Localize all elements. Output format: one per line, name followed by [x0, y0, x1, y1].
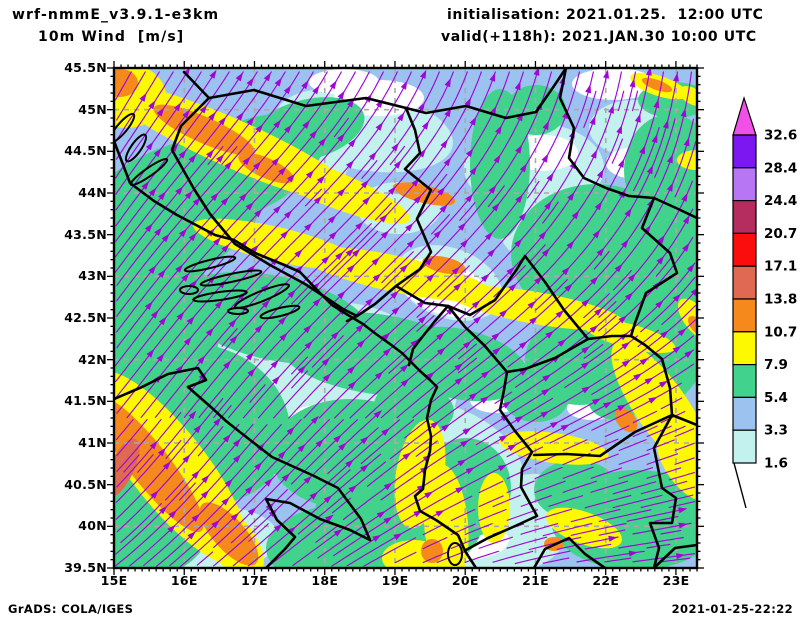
legend-level-1.6: 1.6 [764, 456, 788, 472]
island-outline [227, 307, 249, 315]
init-time-label: initialisation: 2021.01.25. 12:00 UTC [447, 7, 764, 23]
legend-level-28.4: 28.4 [764, 160, 797, 176]
legend-segment-1 [732, 167, 757, 202]
lat-label-40N: 40N [78, 518, 107, 534]
island-outline [124, 133, 148, 163]
legend-segment-8 [732, 396, 757, 431]
lat-label-40.5N: 40.5N [64, 476, 107, 492]
lon-label-15E: 15E [100, 573, 128, 588]
legend-level-10.7: 10.7 [764, 324, 797, 340]
legend-level-5.4: 5.4 [764, 390, 788, 406]
lon-label-16E: 16E [170, 573, 198, 588]
island-outline [183, 255, 237, 273]
lat-label-43N: 43N [78, 268, 107, 284]
lat-label-45.5N: 45.5N [64, 60, 107, 75]
lon-label-22E: 22E [592, 573, 620, 588]
island-outline [129, 157, 169, 187]
axis-ticks [107, 61, 704, 575]
legend-level-7.9: 7.9 [764, 357, 788, 373]
legend-level-13.8: 13.8 [764, 292, 797, 308]
lat-label-44.5N: 44.5N [64, 143, 107, 159]
island-outline [447, 542, 463, 566]
lat-label-42.5N: 42.5N [64, 310, 107, 325]
model-title: wrf-nmmE_v3.9.1-e3km [12, 7, 220, 23]
island-outline [114, 112, 136, 144]
legend-segment-5 [732, 298, 757, 333]
lat-label-41.5N: 41.5N [64, 393, 107, 409]
lon-label-21E: 21E [522, 573, 549, 588]
lon-label-23E: 23E [662, 573, 690, 588]
creation-timestamp: 2021-01-25-22:22 [671, 602, 793, 616]
valid-time-label: valid(+118h): 2021.JAN.30 10:00 UTC [441, 29, 757, 45]
lat-label-39.5N: 39.5N [64, 560, 107, 575]
lon-label-18E: 18E [311, 573, 339, 588]
lat-label-45N: 45N [78, 101, 107, 117]
legend-segment-0 [732, 134, 757, 169]
island-outline [192, 289, 248, 303]
field-title: 10m Wind [m/s] [38, 29, 185, 45]
speed-legend: 32.6 28.4 24.4 20.7 17.1 13.8 10.7 7.9 5.4 3.3 1.6 [732, 95, 797, 509]
legend-level-20.7: 20.7 [764, 226, 797, 242]
grads-credit: GrADS: COLA/IGES [8, 602, 134, 616]
legend-segment-3 [732, 232, 757, 267]
legend-segment-4 [732, 265, 757, 300]
legend-level-3.3: 3.3 [764, 423, 788, 439]
legend-segment-7 [732, 364, 757, 399]
legend-tail [733, 462, 747, 509]
legend-segment-2 [732, 199, 757, 234]
lon-label-20E: 20E [451, 573, 479, 588]
lon-label-19E: 19E [381, 573, 409, 588]
legend-level-24.4: 24.4 [764, 193, 797, 209]
legend-segment-9 [732, 429, 757, 464]
island-outline [234, 283, 290, 309]
lat-label-44N: 44N [78, 185, 107, 200]
island-outline [199, 269, 263, 287]
legend-level-32.6: 32.6 [764, 128, 797, 144]
legend-level-17.1: 17.1 [764, 259, 797, 275]
map-viewport [114, 68, 697, 568]
coastlines-and-borders [114, 68, 697, 568]
lat-label-42N: 42N [78, 351, 107, 367]
lat-label-41N: 41N [78, 435, 107, 450]
legend-tip [732, 95, 757, 136]
island-outline [179, 285, 199, 295]
island-outline [259, 304, 301, 320]
lon-label-17E: 17E [241, 573, 268, 588]
legend-segment-6 [732, 331, 757, 366]
lat-label-43.5N: 43.5N [64, 226, 107, 242]
